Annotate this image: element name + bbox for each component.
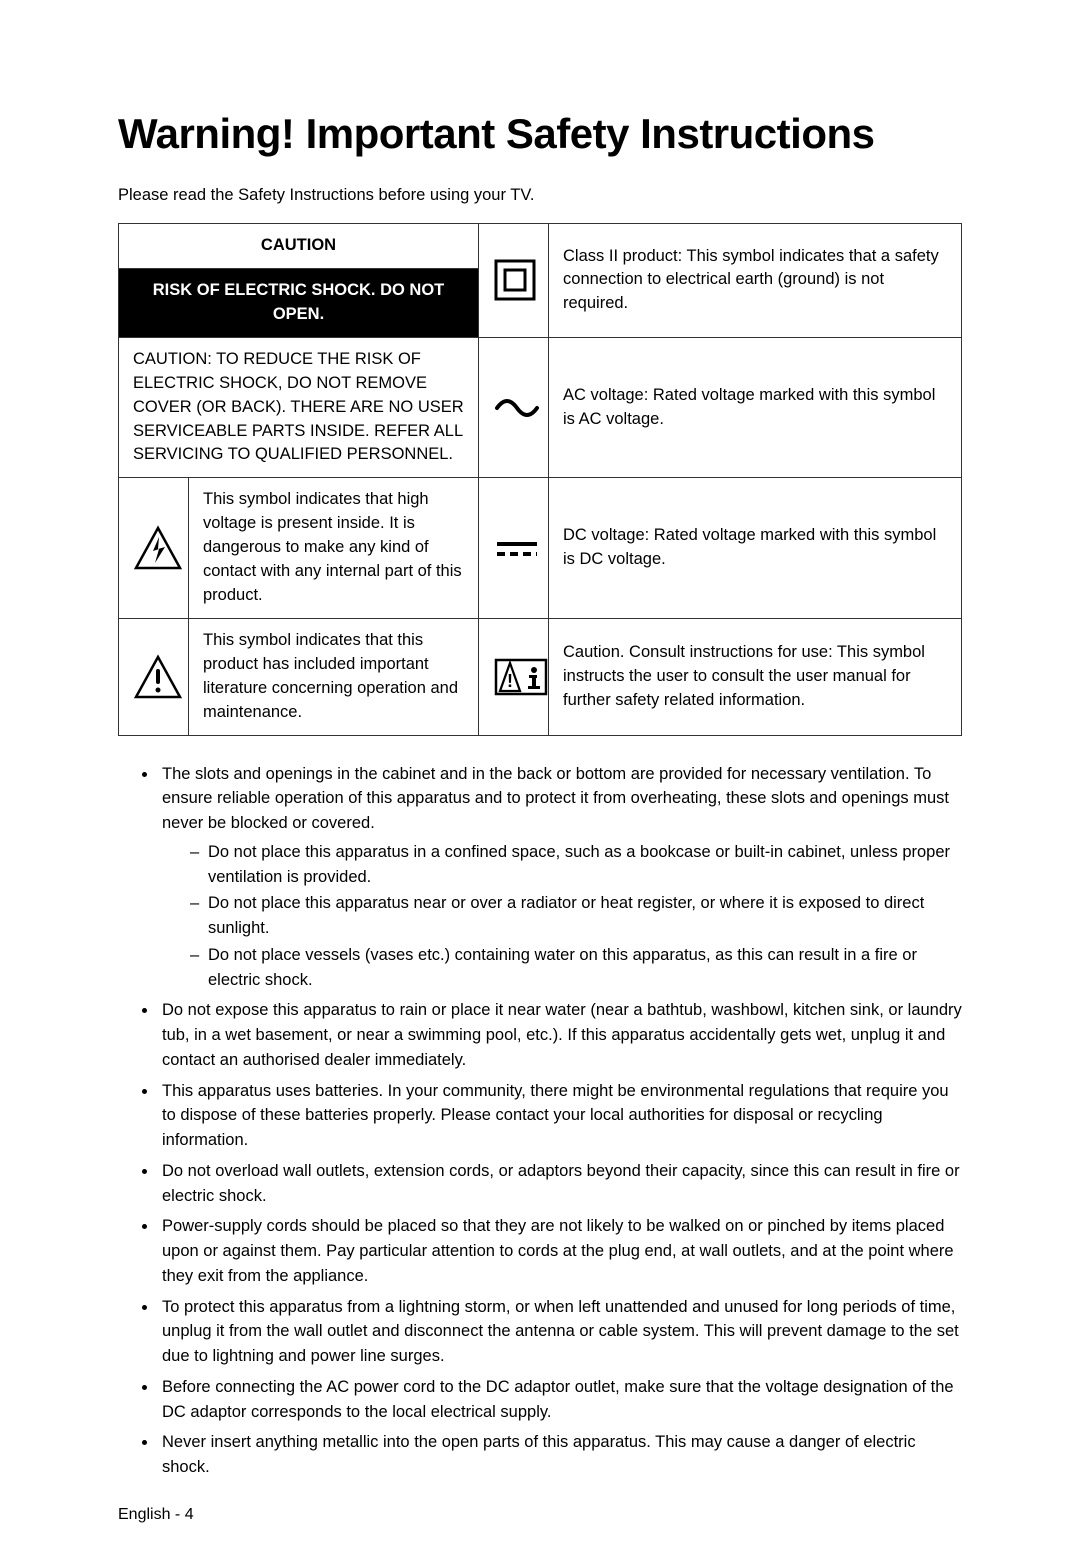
list-item: Never insert anything metallic into the … xyxy=(158,1430,962,1480)
ac-text: AC voltage: Rated voltage marked with th… xyxy=(549,337,962,478)
svg-text:!: ! xyxy=(507,671,513,691)
high-voltage-icon xyxy=(119,478,189,619)
class2-icon xyxy=(479,224,549,338)
list-item: Before connecting the AC power cord to t… xyxy=(158,1375,962,1425)
sub-item: Do not place this apparatus near or over… xyxy=(190,891,962,941)
page-container: Warning! Important Safety Instructions P… xyxy=(0,0,1080,1564)
list-item: Do not overload wall outlets, extension … xyxy=(158,1159,962,1209)
literature-text: This symbol indicates that this product … xyxy=(189,618,479,735)
consult-icon: ! xyxy=(479,618,549,735)
sub-item: Do not place vessels (vases etc.) contai… xyxy=(190,943,962,993)
dc-text: DC voltage: Rated voltage marked with th… xyxy=(549,478,962,619)
bullet-text: The slots and openings in the cabinet an… xyxy=(162,765,949,833)
list-item: The slots and openings in the cabinet an… xyxy=(158,762,962,993)
class2-text: Class II product: This symbol indicates … xyxy=(549,224,962,338)
risk-bar: RISK OF ELECTRIC SHOCK. DO NOT OPEN. xyxy=(119,268,479,337)
literature-icon xyxy=(119,618,189,735)
ac-icon xyxy=(479,337,549,478)
dc-icon xyxy=(479,478,549,619)
intro-text: Please read the Safety Instructions befo… xyxy=(118,186,962,205)
list-item: Power-supply cords should be placed so t… xyxy=(158,1214,962,1288)
list-item: This apparatus uses batteries. In your c… xyxy=(158,1079,962,1153)
page-footer: English - 4 xyxy=(118,1506,962,1524)
caution-body: CAUTION: TO REDUCE THE RISK OF ELECTRIC … xyxy=(119,337,479,478)
high-voltage-text: This symbol indicates that high voltage … xyxy=(189,478,479,619)
page-title: Warning! Important Safety Instructions xyxy=(118,110,962,158)
bullet-list: The slots and openings in the cabinet an… xyxy=(118,762,962,1480)
list-item: To protect this apparatus from a lightni… xyxy=(158,1295,962,1369)
consult-text: Caution. Consult instructions for use: T… xyxy=(549,618,962,735)
sub-list: Do not place this apparatus in a confine… xyxy=(162,840,962,993)
sub-item: Do not place this apparatus in a confine… xyxy=(190,840,962,890)
list-item: Do not expose this apparatus to rain or … xyxy=(158,998,962,1072)
safety-table: CAUTION Class II product: This symbol in… xyxy=(118,223,962,736)
caution-header: CAUTION xyxy=(119,224,479,269)
